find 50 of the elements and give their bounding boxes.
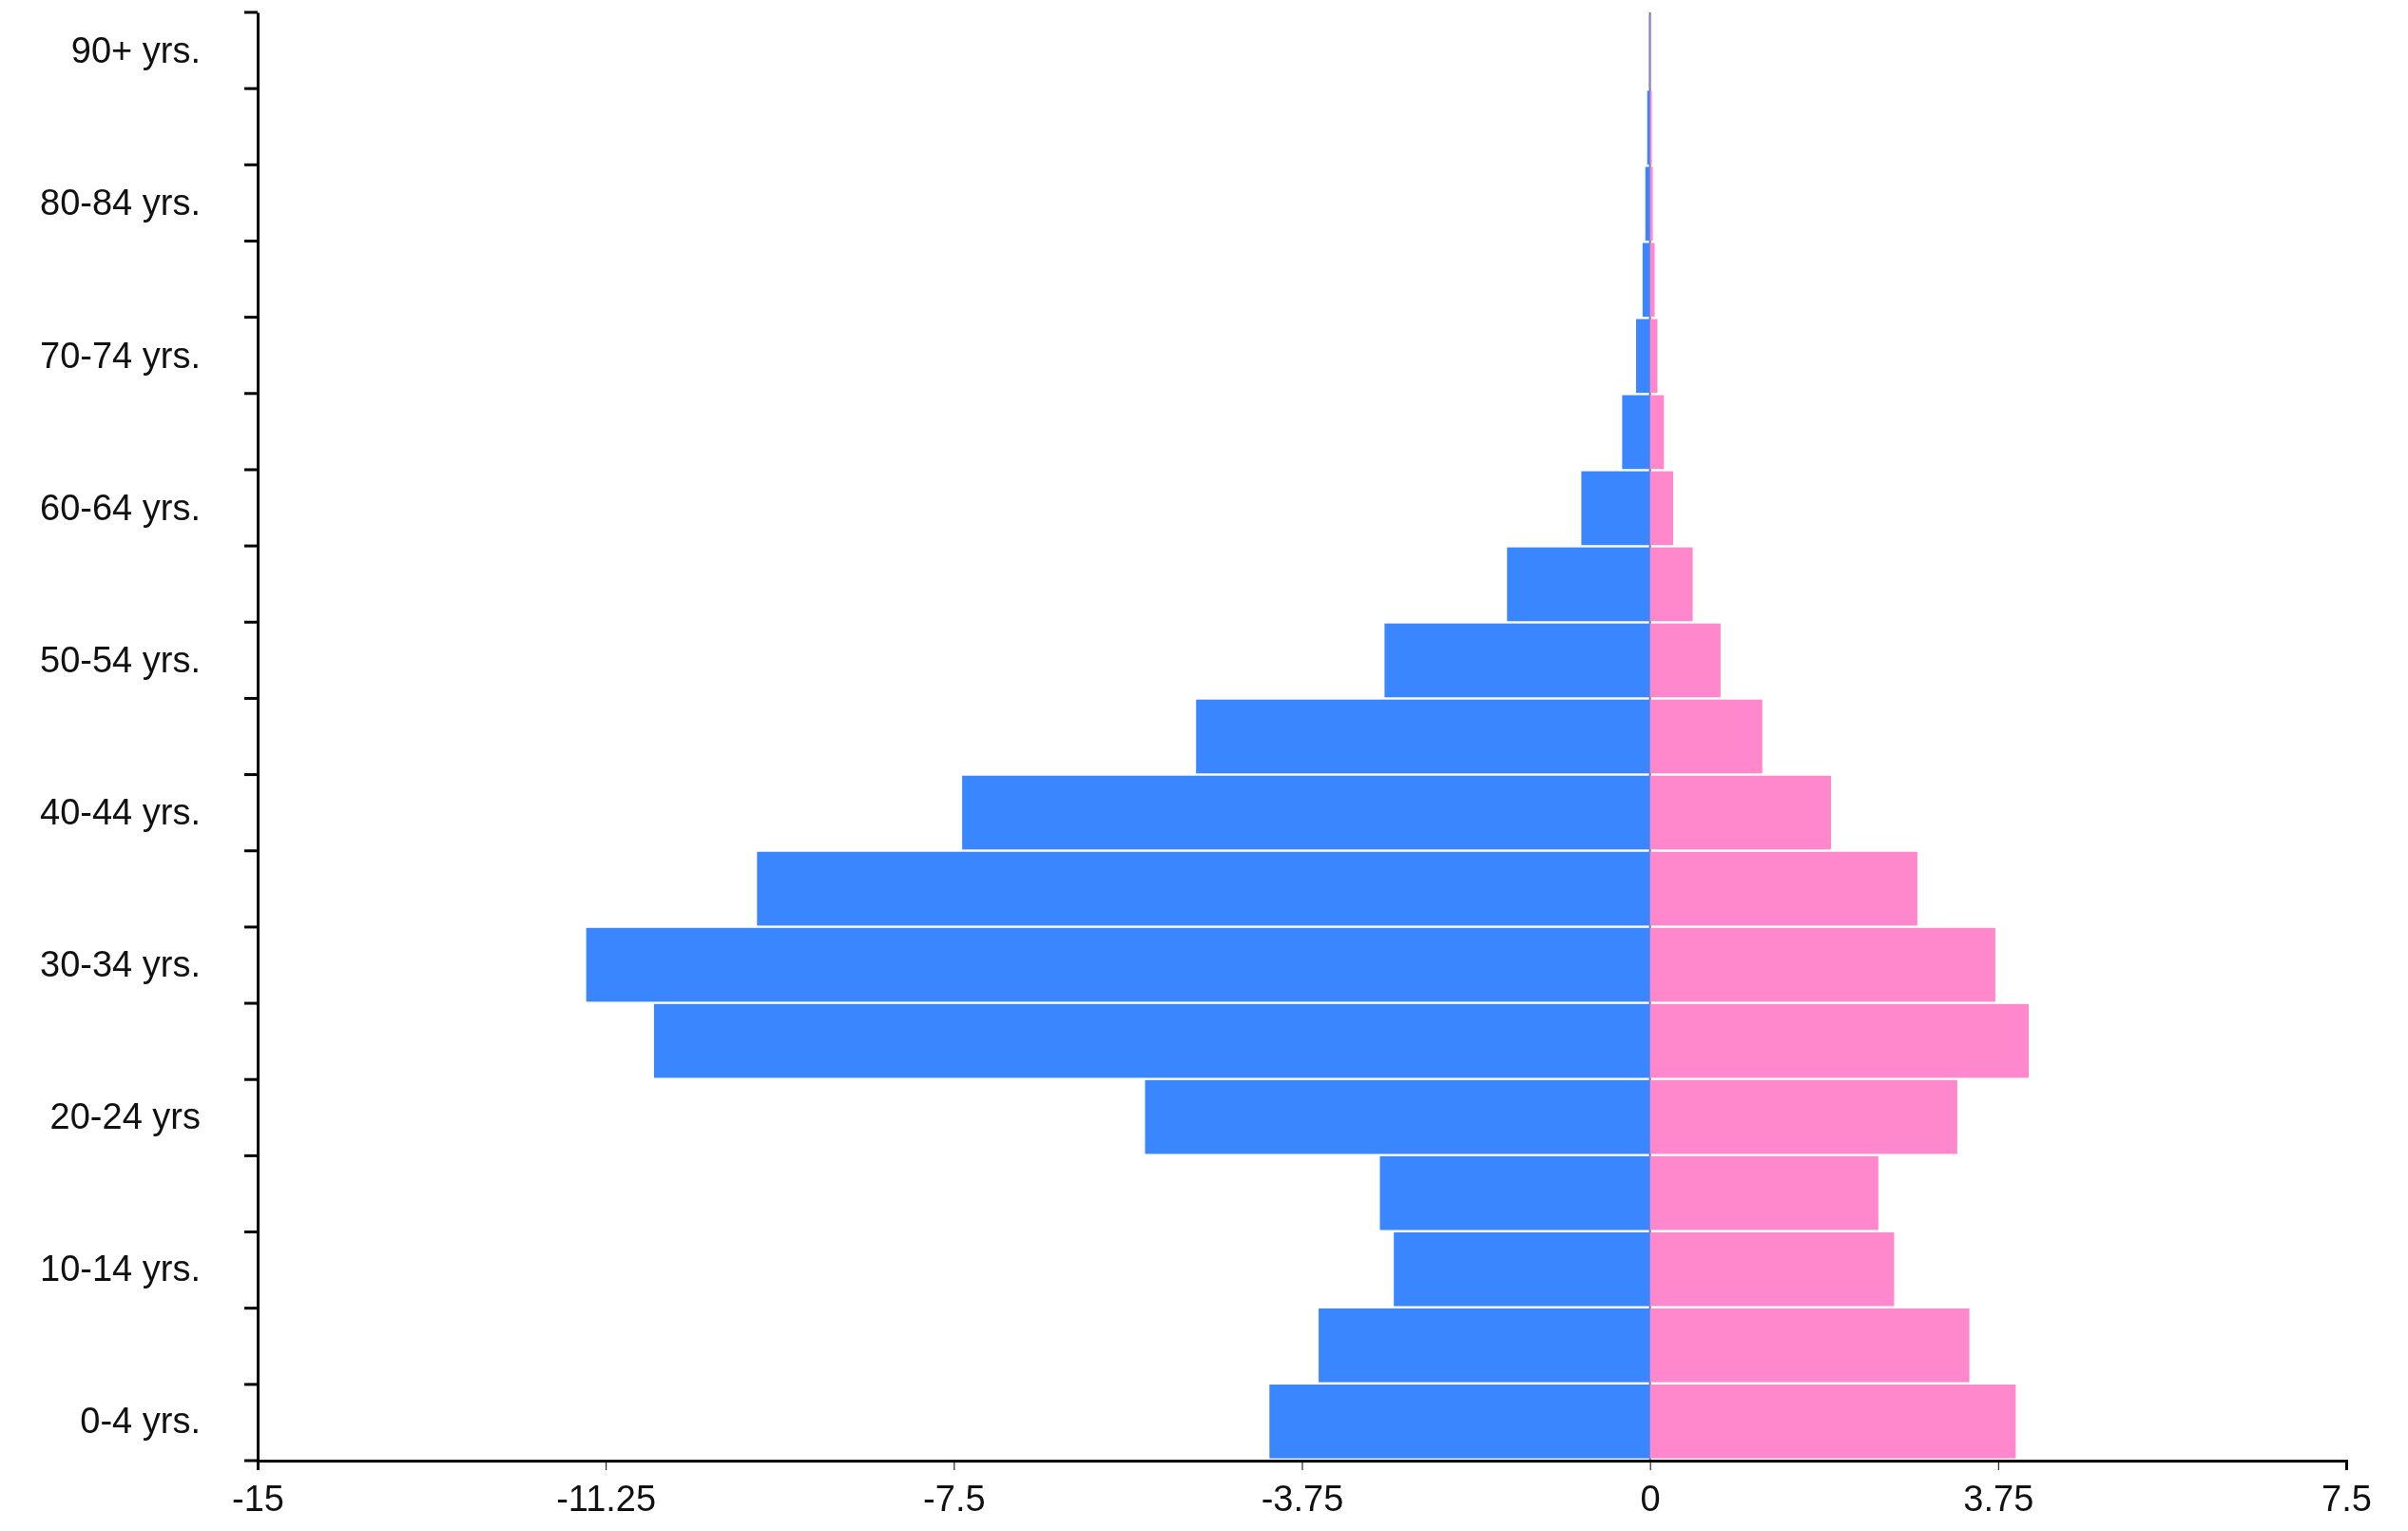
bar bbox=[1649, 471, 1674, 546]
bar bbox=[1636, 319, 1650, 394]
y-tick-label: 80-84 yrs. bbox=[40, 183, 201, 223]
bar bbox=[1649, 1003, 2030, 1078]
bar bbox=[1379, 1155, 1650, 1231]
bar bbox=[1649, 1384, 2016, 1459]
y-tick-label: 20-24 yrs bbox=[49, 1095, 201, 1136]
bar bbox=[1196, 699, 1650, 774]
y-tick-label: 50-54 yrs. bbox=[40, 639, 201, 680]
bar bbox=[757, 851, 1650, 926]
bar bbox=[1649, 699, 1763, 774]
bar bbox=[962, 775, 1650, 850]
bar bbox=[1642, 242, 1650, 318]
bar bbox=[1622, 395, 1650, 470]
x-tick-label: 0 bbox=[1640, 1478, 1661, 1519]
bar bbox=[1649, 547, 1693, 622]
y-tick-label: 60-64 yrs. bbox=[40, 487, 201, 528]
bar bbox=[1649, 1231, 1895, 1307]
y-tick-label: 70-74 yrs. bbox=[40, 335, 201, 376]
bar bbox=[1384, 623, 1650, 698]
bar bbox=[1649, 395, 1665, 470]
y-tick-label: 40-44 yrs. bbox=[40, 791, 201, 832]
bar bbox=[1394, 1231, 1650, 1307]
bar bbox=[1649, 623, 1721, 698]
bar bbox=[1649, 1079, 1957, 1154]
bar bbox=[1145, 1079, 1650, 1154]
bar bbox=[1269, 1384, 1650, 1459]
x-tick-label: 3.75 bbox=[1963, 1478, 2034, 1519]
bar bbox=[653, 1003, 1650, 1078]
bar bbox=[1649, 775, 1832, 850]
y-tick-label: 30-34 yrs. bbox=[40, 943, 201, 984]
bar bbox=[1649, 242, 1655, 318]
bar bbox=[1649, 851, 1917, 926]
y-tick-label: 90+ yrs. bbox=[70, 30, 201, 71]
bar bbox=[1649, 166, 1653, 242]
x-tick-label: -15 bbox=[232, 1478, 284, 1519]
bar bbox=[586, 927, 1650, 1002]
bar bbox=[1507, 547, 1650, 622]
bar bbox=[1649, 927, 1995, 1002]
x-tick-label: -11.25 bbox=[556, 1478, 657, 1519]
bar bbox=[1581, 471, 1650, 546]
bar bbox=[1649, 1308, 1970, 1383]
y-tick-label: 0-4 yrs. bbox=[80, 1400, 201, 1441]
x-tick-label: 7.5 bbox=[2321, 1478, 2372, 1519]
y-tick-label: 10-14 yrs. bbox=[40, 1248, 201, 1289]
x-tick-label: -3.75 bbox=[1261, 1478, 1344, 1519]
bar bbox=[1645, 166, 1650, 242]
bar bbox=[1649, 1155, 1878, 1231]
x-tick-label: -7.5 bbox=[923, 1478, 986, 1519]
bar bbox=[1319, 1308, 1650, 1383]
